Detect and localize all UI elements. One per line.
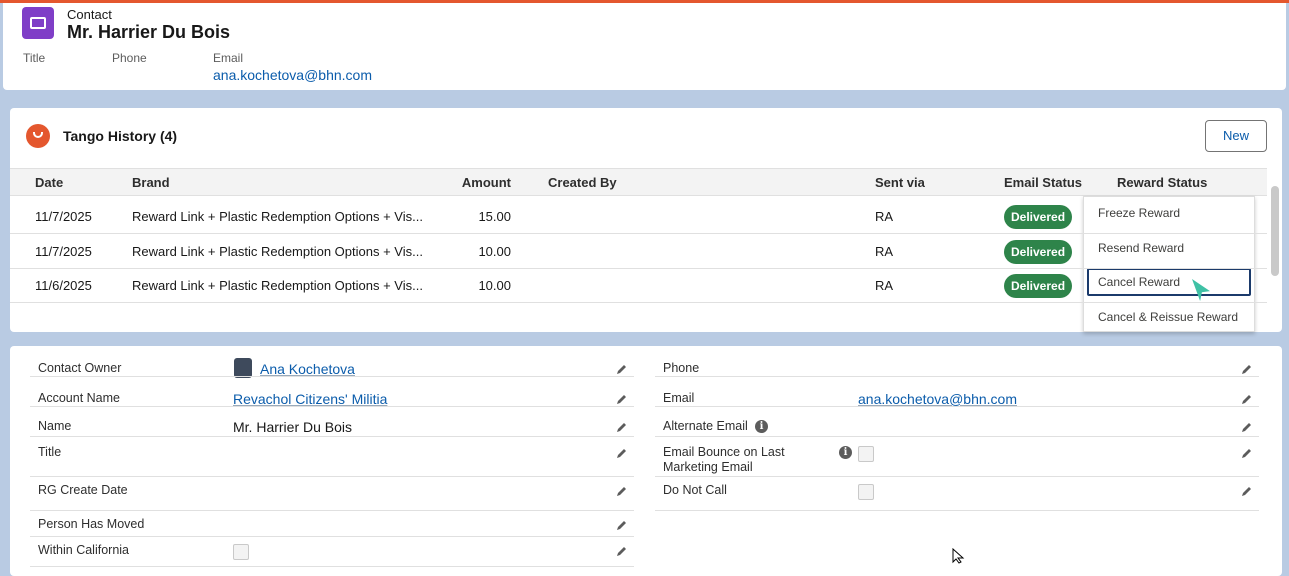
edit-icon[interactable] [1241,420,1253,432]
row-line [30,406,634,407]
row-line [10,233,1267,234]
row-line [655,510,1259,511]
cell-brand: Reward Link + Plastic Redemption Options… [132,209,423,224]
column-header: Reward Status [1117,175,1208,190]
edit-icon[interactable] [616,446,628,458]
field-label: Phone [112,51,147,65]
checkbox[interactable] [858,484,874,500]
cell-brand: Reward Link + Plastic Redemption Options… [132,278,423,293]
detail-label: Contact Owner [38,361,122,375]
details-card: Contact Owner Ana Kochetova Account Name Re… [10,346,1282,576]
header-card: Contact Mr. Harrier Du Bois Title Phone Em… [3,3,1286,90]
edit-icon[interactable] [1241,446,1253,458]
tango-icon [26,124,50,148]
cell-amount: 10.00 [478,278,511,293]
cell-sent-via: RA [875,243,894,259]
row-line [655,376,1259,377]
info-icon: i [755,420,768,433]
detail-value[interactable]: Ana Kochetova [260,361,355,377]
checkbox[interactable] [858,446,874,462]
edit-icon[interactable] [616,518,628,530]
field-value[interactable]: ana.kochetova@bhn.com [213,67,372,83]
cell-sent-via: RA [875,278,894,293]
cell-brand: Reward Link + Plastic Redemption Options… [132,243,423,259]
related-title: Tango History (4) [63,128,178,144]
field-label: Email [213,51,244,65]
row-line [30,476,634,477]
cell-amount: 15.00 [478,209,511,224]
detail-value: Mr. Harrier Du Bois [233,419,353,435]
row-line [10,267,1267,269]
cell-date: 11/7/2025 [35,243,92,259]
edit-icon[interactable] [1241,392,1253,404]
top-bar [0,0,1289,3]
row-line [655,436,1259,437]
edit-icon[interactable] [616,392,628,404]
reward-menu: Freeze Reward Resend Reward Cancel Reward C… [1083,196,1255,332]
scrollbar [1271,186,1279,276]
column-header: Created By [548,175,617,190]
row-line [30,510,634,511]
cell-date: 11/6/2025 [35,278,92,293]
menu-item[interactable]: Cancel Reward [1098,275,1181,289]
checkbox[interactable] [233,544,249,560]
cursor [952,548,965,564]
object-label: Contact [67,7,112,22]
edit-icon[interactable] [616,484,628,496]
cell-amount: 10.00 [478,243,511,259]
detail-value[interactable]: ana.kochetova@bhn.com [858,391,1017,407]
row-line [655,476,1259,477]
column-header: Brand [132,175,170,190]
detail-label: RG Create Date [38,483,128,497]
row-line [30,376,634,377]
column-header: Email Status [1004,175,1083,190]
detail-label: Title [38,445,62,459]
detail-label: Person Has Moved [38,517,145,531]
detail-label: Phone [663,361,700,375]
column-header: Date [35,175,64,190]
detail-label: Within California [38,543,130,557]
detail-label: Alternate Email [663,419,748,433]
status-pill: Delivered [1004,239,1073,264]
field-label: Title [23,51,46,65]
detail-label: Do Not Call [663,483,727,497]
new-button[interactable]: New [1205,120,1267,152]
status-pill: Delivered [1004,274,1073,298]
row-line [10,302,1267,303]
row-line [30,536,634,537]
edit-icon[interactable] [616,544,628,556]
detail-label: Email Bounce on Last Marketing Email [663,445,785,474]
row-line [655,406,1259,407]
detail-label: Name [38,419,72,433]
detail-value[interactable]: Revachol Citizens' Militia [233,391,388,407]
edit-icon[interactable] [1241,484,1253,496]
detail-label: Account Name [38,391,120,405]
edit-icon[interactable] [616,420,628,432]
menu-item[interactable]: Resend Reward [1098,240,1185,255]
info-icon: i [839,446,852,459]
cell-sent-via: RA [875,209,894,224]
cell-date: 11/7/2025 [35,209,92,224]
user-avatar [234,358,252,378]
contact-icon [22,7,54,39]
menu-item[interactable]: Cancel & Reissue Reward [1098,309,1239,324]
table-header [10,168,1267,196]
row-line [30,566,634,567]
menu-item[interactable]: Freeze Reward [1098,206,1181,220]
column-header: Sent via [875,175,925,190]
related-card: Tango History (4) New Freeze Reward Resen… [10,108,1282,332]
detail-label: Email [663,391,695,405]
edit-icon[interactable] [1241,362,1253,374]
status-pill: Delivered [1004,205,1073,229]
row-line [30,436,634,437]
record-name: Mr. Harrier Du Bois [67,22,231,42]
menu-highlight [1087,268,1251,296]
column-header: Amount [461,175,511,190]
edit-icon[interactable] [616,362,628,374]
